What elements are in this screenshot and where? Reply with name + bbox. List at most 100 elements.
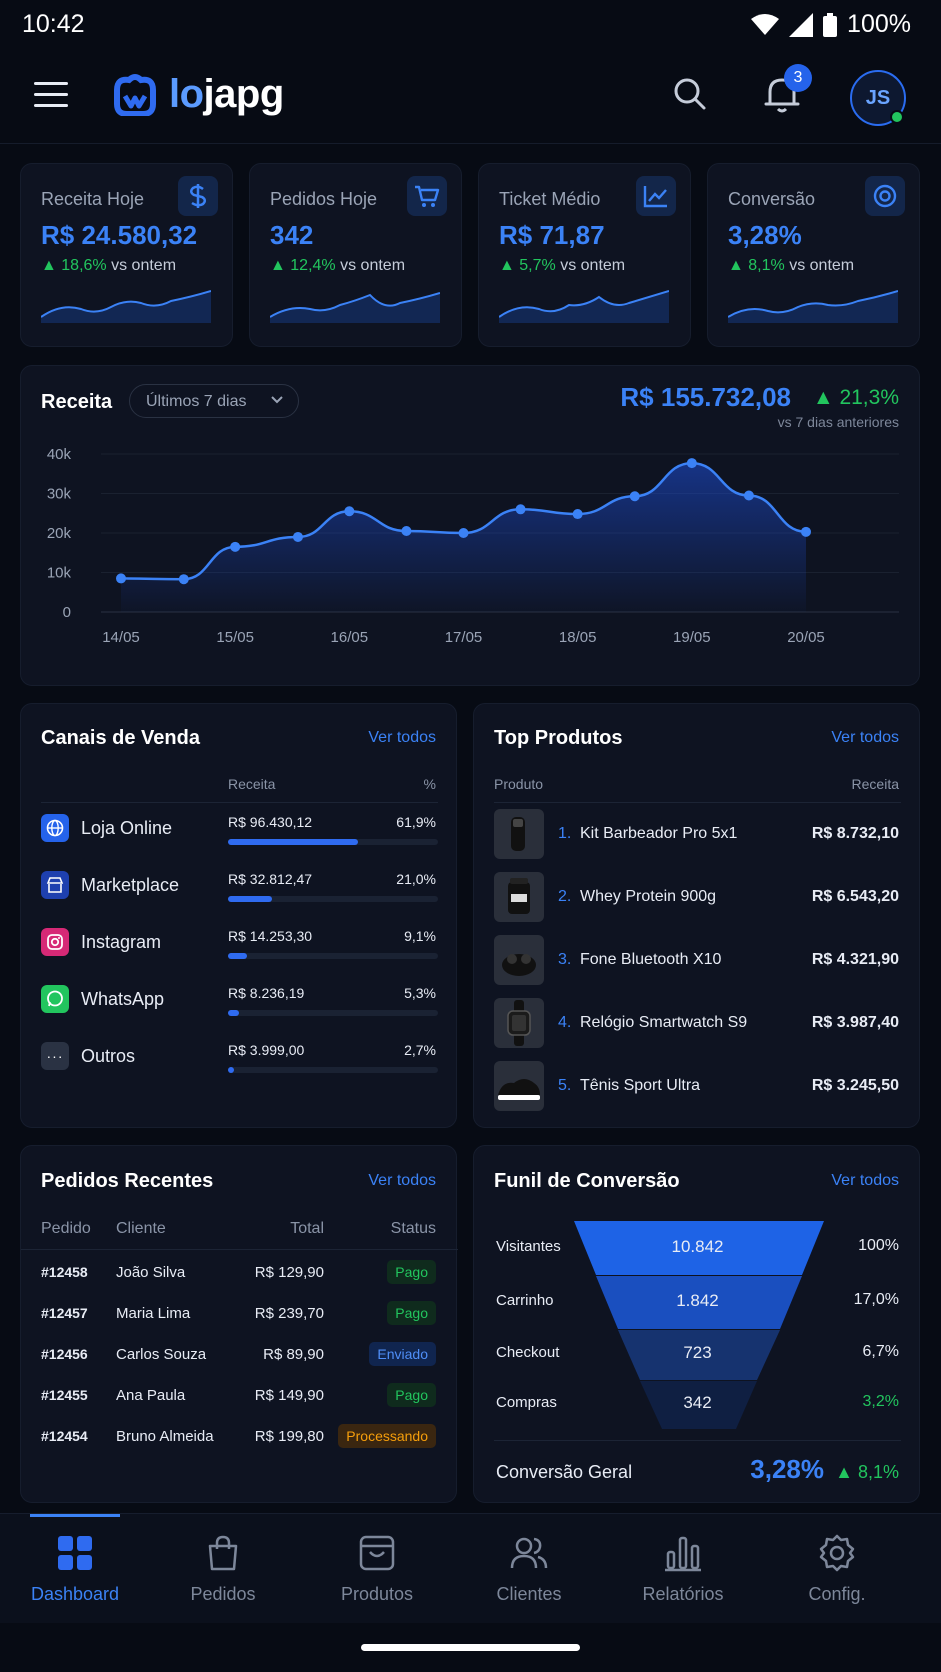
nav-reports[interactable]: Relatórios	[608, 1514, 758, 1624]
orders-title: Pedidos Recentes	[41, 1170, 214, 1192]
chevron-down-icon	[271, 396, 283, 404]
order-client: Bruno Almeida	[116, 1428, 214, 1445]
product-thumbnail[interactable]	[494, 809, 544, 859]
wifi-icon	[751, 13, 780, 35]
menu-button[interactable]	[34, 82, 68, 108]
channel-share-fill	[228, 1010, 240, 1016]
product-thumbnail[interactable]	[494, 872, 544, 922]
channel-name: Instagram	[81, 932, 162, 952]
nav-products[interactable]: Produtos	[302, 1514, 452, 1624]
more-icon: ···	[41, 1042, 69, 1070]
instagram-icon	[41, 928, 69, 956]
order-id: #12455	[41, 1387, 88, 1403]
nav-clients[interactable]: Clientes	[454, 1514, 604, 1624]
data-point	[116, 573, 126, 584]
product-name[interactable]: Kit Barbeador Pro 5x1	[580, 825, 738, 842]
channel-share-fill	[228, 1067, 234, 1073]
order-id: #12454	[41, 1428, 88, 1444]
channel-name: Outros	[81, 1046, 136, 1066]
nav-orders[interactable]: Pedidos	[148, 1514, 298, 1624]
product-rank: 4.	[558, 1014, 572, 1031]
funnel-stage-label: Checkout	[496, 1344, 560, 1361]
kpi-card-conversion[interactable]: Conversão 3,28% ▲ 8,1% vs ontem	[707, 163, 920, 347]
kpi-title: Conversão	[728, 189, 816, 209]
order-total: R$ 129,90	[254, 1264, 324, 1281]
product-name[interactable]: Whey Protein 900g	[580, 888, 717, 905]
x-tick-label: 16/05	[331, 629, 369, 646]
search-icon[interactable]	[670, 74, 710, 114]
channels-see-all-link[interactable]: Ver todos	[368, 729, 436, 746]
funnel-see-all-link[interactable]: Ver todos	[831, 1172, 899, 1189]
cart-icon	[407, 176, 447, 216]
channel-share-fill	[228, 896, 273, 902]
orders-see-all-link[interactable]: Ver todos	[368, 1172, 436, 1189]
period-dropdown[interactable]: Últimos 7 dias	[129, 384, 299, 418]
order-id: #12456	[41, 1346, 88, 1362]
funnel-title: Funil de Conversão	[494, 1170, 680, 1192]
battery-level: 100%	[847, 10, 911, 38]
sparkline	[270, 292, 440, 323]
order-client: João Silva	[116, 1264, 186, 1281]
col-total: Total	[290, 1220, 324, 1237]
overall-conversion-delta: ▲ 8,1%	[835, 1462, 899, 1482]
product-name[interactable]: Tênis Sport Ultra	[580, 1077, 701, 1094]
top-products-see-all-link[interactable]: Ver todos	[831, 729, 899, 746]
bottom-navigation: Dashboard Pedidos Produtos Clientes	[0, 1513, 941, 1623]
nav-label: Dashboard	[30, 1584, 120, 1604]
product-thumbnail[interactable]	[494, 998, 544, 1048]
status-icons: 100%	[751, 10, 911, 39]
data-point	[801, 526, 811, 537]
kpi-card-revenue[interactable]: Receita Hoje R$ 24.580,32 ▲ 18,6% vs ont…	[20, 163, 233, 347]
sparkline	[728, 290, 898, 323]
status-badge: Pago	[387, 1383, 436, 1407]
nav-dashboard[interactable]: Dashboard	[0, 1514, 150, 1624]
y-tick-label: 20k	[47, 525, 72, 542]
bar-chart-icon	[665, 1536, 701, 1572]
data-point	[572, 509, 583, 520]
target-icon	[865, 176, 905, 216]
logo[interactable]: lojapg	[111, 72, 284, 117]
kpi-title: Receita Hoje	[41, 189, 145, 209]
channels-title: Canais de Venda	[41, 727, 200, 749]
dashboard-icon	[58, 1536, 92, 1570]
box-icon	[359, 1535, 395, 1571]
nav-settings[interactable]: Config.	[762, 1514, 912, 1624]
revenue-title: Receita	[41, 391, 113, 413]
product-rank: 3.	[558, 951, 572, 968]
product-rank: 2.	[558, 888, 572, 905]
status-badge: Processando	[338, 1424, 436, 1448]
kpi-card-ticket[interactable]: Ticket Médio R$ 71,87 ▲ 5,7% vs ontem	[478, 163, 691, 347]
order-total: R$ 199,80	[254, 1428, 324, 1445]
product-thumbnail[interactable]	[494, 935, 544, 985]
channel-share-bar	[228, 1067, 438, 1073]
signal-icon	[789, 12, 814, 37]
data-point	[401, 526, 412, 537]
data-point	[292, 531, 303, 542]
channel-percent: 9,1%	[404, 928, 436, 944]
status-badge: Pago	[387, 1301, 436, 1325]
avatar[interactable]: JS	[850, 70, 906, 126]
home-indicator[interactable]	[361, 1644, 580, 1651]
order-client: Maria Lima	[116, 1305, 191, 1322]
kpi-title: Pedidos Hoje	[270, 189, 378, 209]
y-tick-label: 40k	[47, 446, 72, 463]
y-tick-label: 30k	[47, 486, 72, 503]
order-id: #12457	[41, 1305, 88, 1321]
funnel-stage-label: Compras	[496, 1394, 557, 1411]
sparkline	[41, 290, 211, 323]
product-revenue: R$ 4.321,90	[811, 951, 899, 968]
kpi-card-orders[interactable]: Pedidos Hoje 342 ▲ 12,4% vs ontem	[249, 163, 462, 347]
nav-label: Produtos	[340, 1584, 414, 1604]
channel-share-bar	[228, 953, 438, 959]
x-tick-label: 18/05	[559, 629, 597, 646]
kpi-value: 3,28%	[728, 220, 802, 250]
trend-icon	[636, 176, 676, 216]
sparkline	[499, 290, 669, 323]
product-name[interactable]: Fone Bluetooth X10	[580, 951, 722, 968]
channel-share-bar	[228, 1010, 438, 1016]
data-point	[458, 528, 469, 538]
logo-icon	[114, 73, 156, 116]
product-thumbnail[interactable]	[494, 1061, 544, 1111]
channel-share-fill	[228, 839, 358, 845]
product-name[interactable]: Relógio Smartwatch S9	[580, 1014, 748, 1031]
